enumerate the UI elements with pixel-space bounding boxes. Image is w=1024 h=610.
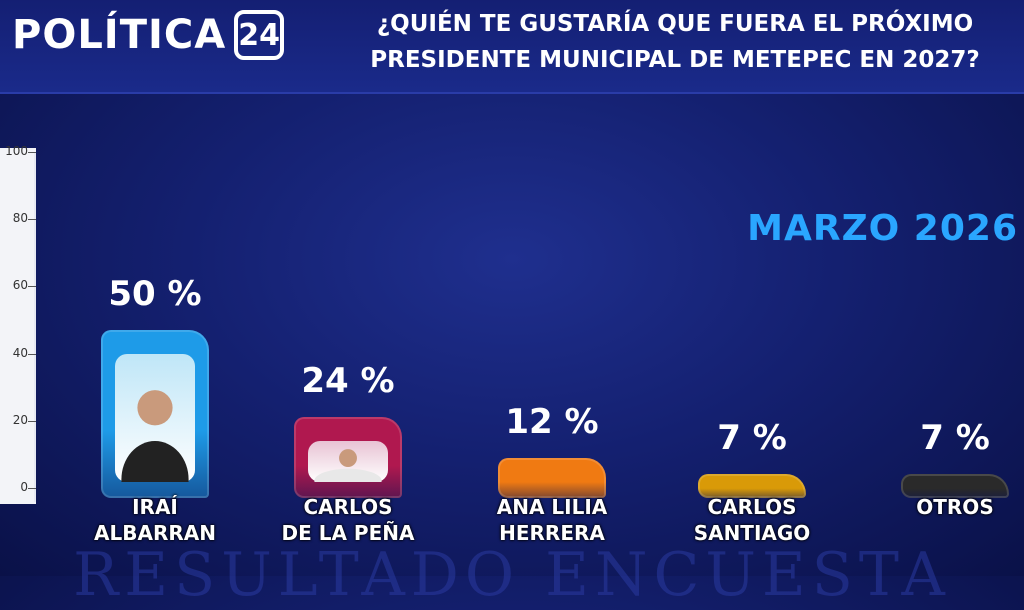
- period-label: MARZO 2026: [747, 208, 1018, 249]
- candidate-avatar-icon: [314, 449, 382, 482]
- y-tick-label: 40: [12, 345, 28, 360]
- y-axis-line: [34, 152, 36, 502]
- y-tick-label: 100: [5, 144, 28, 158]
- y-tick-label: 0: [20, 480, 28, 494]
- category-label-line: ANA LILIA: [496, 495, 608, 519]
- category-label: ANA LILIA HERRERA: [457, 494, 647, 546]
- candidate-avatar-icon: [121, 390, 189, 482]
- category-label: IRAÍ ALBARRAN: [60, 494, 250, 546]
- category-label-line: IRAÍ: [132, 495, 178, 519]
- brand-logo: POLÍTICA 24: [12, 10, 285, 60]
- bar-4: [698, 474, 806, 498]
- y-tick-mark: [28, 488, 36, 489]
- y-axis: 0 20 40 60 80 100: [0, 140, 40, 510]
- bar-value-label: 24 %: [301, 361, 395, 402]
- category-label-line: HERRERA: [499, 521, 605, 545]
- category-label-line: DE LA PEÑA: [281, 521, 415, 545]
- bar-value-label: 50 %: [108, 274, 202, 314]
- header-banner: POLÍTICA 24 ¿QUIÉN TE GUSTARÍA QUE FUERA…: [0, 0, 1024, 94]
- bar-value-label: 12 %: [505, 401, 599, 442]
- y-tick-mark: [28, 286, 36, 288]
- y-tick-mark: [28, 152, 36, 153]
- brand-badge: 24: [234, 10, 285, 60]
- title-line-2: PRESIDENTE MUNICIPAL DE METEPEC EN 2027?: [370, 47, 980, 73]
- category-label: CARLOS DE LA PEÑA: [253, 494, 443, 546]
- bar-3: [498, 457, 606, 498]
- category-label-line: OTROS: [916, 495, 994, 519]
- category-label-line: ALBARRAN: [94, 521, 216, 545]
- category-label: CARLOS SANTIAGO: [657, 494, 847, 546]
- bar-value-label: 7 %: [717, 418, 787, 459]
- watermark-text: RESULTADO ENCUESTA: [73, 540, 951, 610]
- category-label-line: SANTIAGO: [693, 521, 811, 545]
- y-tick-label: 80: [12, 211, 28, 226]
- y-axis-background: [0, 148, 36, 504]
- chart-title: ¿QUIÉN TE GUSTARÍA QUE FUERA EL PRÓXIMO …: [340, 6, 1010, 78]
- category-label-line: CARLOS: [707, 495, 797, 519]
- y-tick-mark: [28, 219, 36, 221]
- y-tick-mark: [28, 420, 36, 422]
- y-tick-label: 20: [12, 412, 28, 427]
- bar-5: [901, 474, 1009, 498]
- category-label: OTROS: [860, 494, 1024, 520]
- y-tick-label: 60: [12, 278, 28, 293]
- bar-value-label: 7 %: [920, 418, 990, 459]
- title-line-1: ¿QUIÉN TE GUSTARÍA QUE FUERA EL PRÓXIMO: [376, 11, 974, 37]
- category-label-line: CARLOS: [303, 495, 393, 519]
- y-tick-mark: [28, 353, 36, 355]
- brand-name: POLÍTICA: [12, 12, 227, 58]
